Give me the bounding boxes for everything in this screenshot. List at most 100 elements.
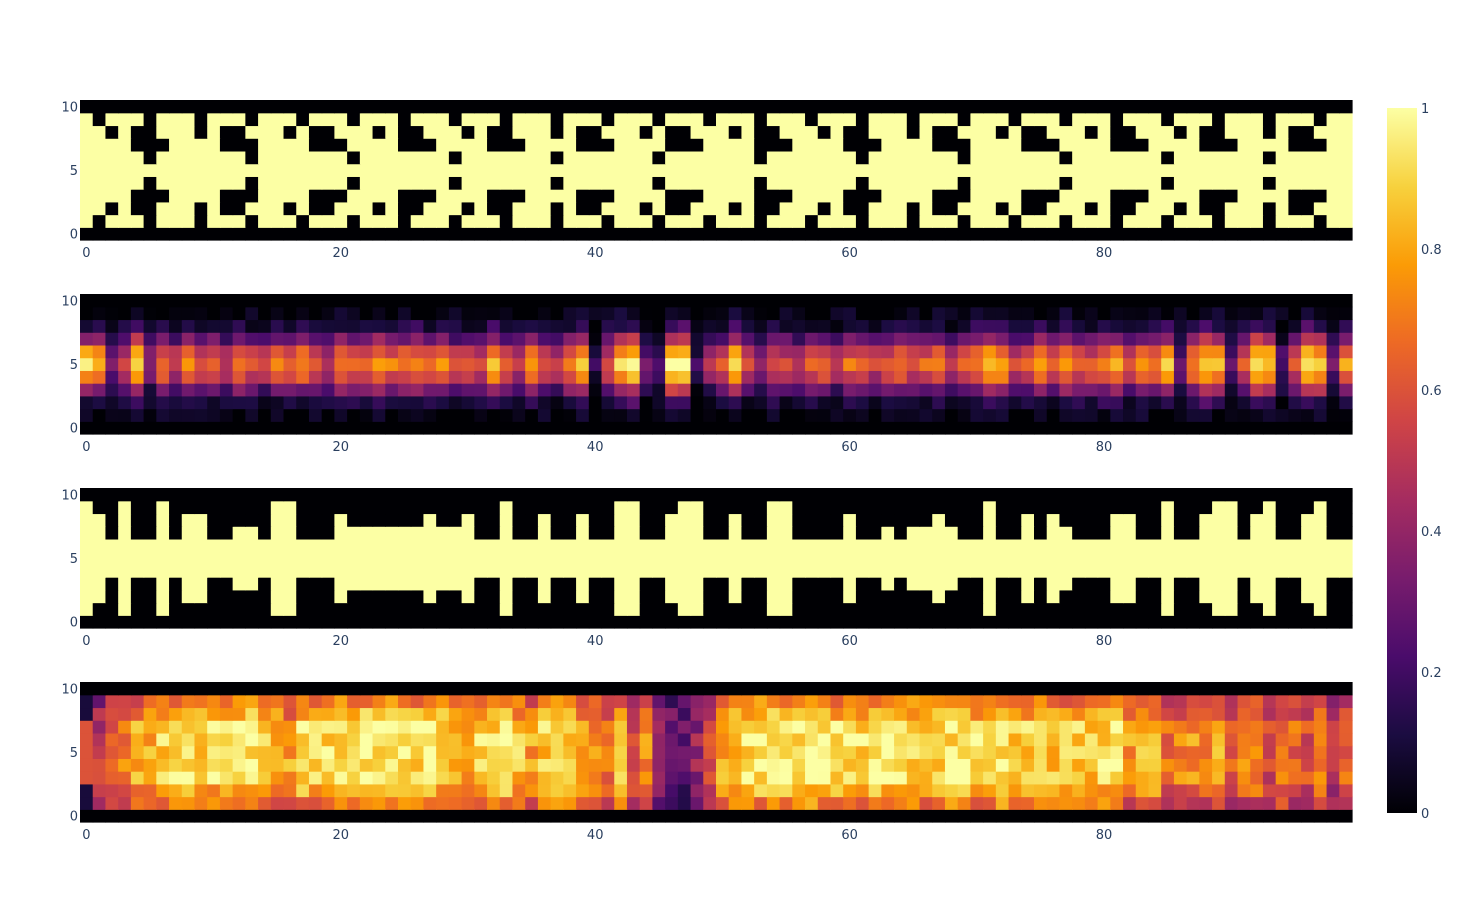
heatmap-cell — [563, 332, 576, 345]
heatmap-cell — [869, 345, 882, 358]
heatmap-cell — [1021, 100, 1034, 113]
heatmap-cell — [1059, 370, 1072, 383]
heatmap-cell — [347, 758, 360, 771]
heatmap-cell — [1339, 758, 1352, 771]
heatmap-cell — [703, 227, 716, 240]
heatmap-cell — [1276, 695, 1289, 708]
heatmap-cell — [589, 151, 602, 164]
heatmap-cell — [423, 552, 436, 565]
heatmap-cell — [360, 189, 373, 202]
heatmap-cell — [1098, 370, 1111, 383]
heatmap-cell — [245, 771, 258, 784]
heatmap-cell — [627, 682, 640, 695]
heatmap-cell — [640, 176, 653, 189]
heatmap-cell — [1047, 603, 1060, 616]
heatmap-cell — [830, 358, 843, 371]
heatmap-cell — [423, 758, 436, 771]
heatmap-cell — [652, 615, 665, 628]
heatmap-cell — [1009, 345, 1022, 358]
heatmap-cell — [665, 176, 678, 189]
heatmap-cell — [284, 758, 297, 771]
heatmap-cell — [1085, 202, 1098, 215]
heatmap-cell — [640, 294, 653, 307]
heatmap-cell — [411, 720, 424, 733]
heatmap-cell — [589, 125, 602, 138]
heatmap-cell — [373, 227, 386, 240]
heatmap-cell — [1263, 383, 1276, 396]
heatmap-cell — [627, 771, 640, 784]
heatmap-cell — [970, 758, 983, 771]
heatmap-cell — [1009, 125, 1022, 138]
heatmap-cell — [271, 797, 284, 810]
heatmap-cell — [881, 176, 894, 189]
heatmap-cell — [474, 577, 487, 590]
heatmap-cell — [512, 526, 525, 539]
heatmap-cell — [1263, 488, 1276, 501]
heatmap-cell — [1187, 358, 1200, 371]
heatmap-cell — [741, 784, 754, 797]
heatmap-cell — [881, 125, 894, 138]
heatmap-cell — [932, 501, 945, 514]
heatmap-cell — [1148, 526, 1161, 539]
heatmap-cell — [462, 138, 475, 151]
heatmap-cell — [474, 307, 487, 320]
heatmap-cell — [1148, 332, 1161, 345]
heatmap-cell — [1047, 294, 1060, 307]
heatmap-cell — [220, 100, 233, 113]
heatmap-cell — [602, 358, 615, 371]
heatmap-cell — [1187, 707, 1200, 720]
heatmap-cell — [652, 358, 665, 371]
heatmap-cell — [1225, 345, 1238, 358]
heatmap-cell — [652, 784, 665, 797]
heatmap-cell — [678, 590, 691, 603]
heatmap-cell — [716, 539, 729, 552]
heatmap-cell — [576, 797, 589, 810]
heatmap-cell — [105, 513, 118, 526]
heatmap-cell — [652, 733, 665, 746]
heatmap-cell — [894, 746, 907, 759]
heatmap-cell — [182, 332, 195, 345]
heatmap-cell — [1136, 151, 1149, 164]
heatmap-cell — [920, 202, 933, 215]
heatmap-cell — [1250, 707, 1263, 720]
heatmap-cell — [1238, 682, 1251, 695]
heatmap-cell — [423, 151, 436, 164]
heatmap-cell — [1148, 707, 1161, 720]
heatmap-cell — [1288, 809, 1301, 822]
heatmap-cell — [602, 307, 615, 320]
heatmap-cell — [1327, 590, 1340, 603]
heatmap-cell — [652, 215, 665, 228]
heatmap-cell — [449, 189, 462, 202]
heatmap-cell — [411, 771, 424, 784]
heatmap-cell — [258, 746, 271, 759]
heatmap-cell — [436, 539, 449, 552]
heatmap-cell — [271, 227, 284, 240]
heatmap-cell — [1314, 733, 1327, 746]
heatmap-cell — [1059, 125, 1072, 138]
heatmap-cell — [1161, 176, 1174, 189]
heatmap-cell — [1136, 695, 1149, 708]
heatmap-cell — [334, 332, 347, 345]
heatmap-cell — [1276, 707, 1289, 720]
heatmap-cell — [271, 488, 284, 501]
heatmap-cell — [869, 590, 882, 603]
heatmap-cell — [373, 189, 386, 202]
heatmap-cell — [156, 758, 169, 771]
heatmap-cell — [1263, 526, 1276, 539]
heatmap-cell — [869, 552, 882, 565]
heatmap-cell — [1225, 358, 1238, 371]
heatmap-cell — [360, 746, 373, 759]
heatmap-cell — [589, 695, 602, 708]
heatmap-cell — [754, 189, 767, 202]
heatmap-cell — [805, 720, 818, 733]
heatmap-cell — [1110, 151, 1123, 164]
heatmap-cell — [780, 125, 793, 138]
heatmap-cell — [1314, 539, 1327, 552]
heatmap-cell — [1047, 215, 1060, 228]
heatmap-cell — [1072, 695, 1085, 708]
heatmap-cell — [741, 125, 754, 138]
heatmap-cell — [945, 501, 958, 514]
heatmap-cell — [1238, 370, 1251, 383]
heatmap-cell — [958, 564, 971, 577]
heatmap-cell — [156, 797, 169, 810]
